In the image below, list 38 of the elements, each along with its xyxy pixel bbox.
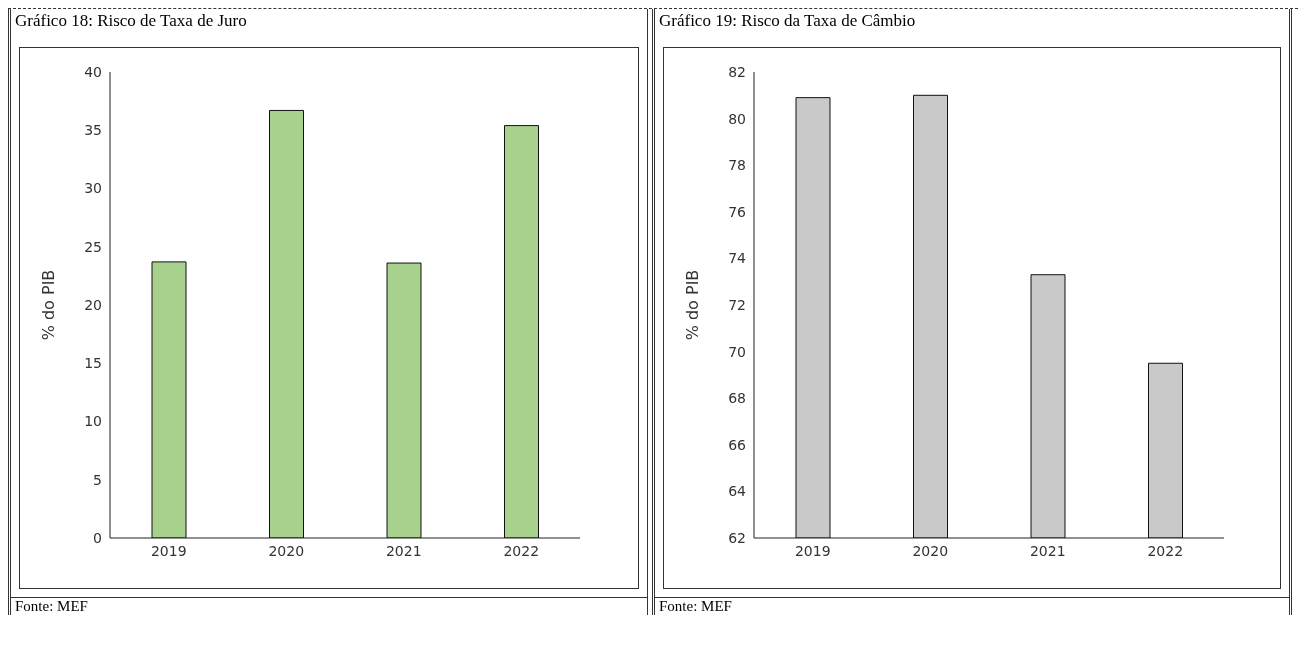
bar <box>504 125 539 538</box>
x-tick-label: 2021 <box>385 542 422 559</box>
y-tick-label: 40 <box>84 63 102 80</box>
bar <box>386 262 422 538</box>
y-tick-label: 80 <box>728 110 746 127</box>
y-axis-title: % do PIB <box>38 269 58 341</box>
x-tick-label: 2022 <box>1147 542 1184 559</box>
y-tick-label: 68 <box>728 390 746 407</box>
y-tick-label: 78 <box>728 157 746 174</box>
bar <box>269 109 304 538</box>
y-tick-label: 30 <box>84 180 102 197</box>
y-tick-label: 76 <box>728 203 747 220</box>
x-tick-label: 2021 <box>1029 542 1066 559</box>
x-tick-label: 2020 <box>912 542 949 559</box>
y-tick-label: 72 <box>728 296 746 313</box>
chart-title: Gráfico 19: Risco da Taxa de Câmbio <box>658 10 917 32</box>
x-tick-label: 2020 <box>268 542 305 559</box>
source-note: Fonte: MEF <box>11 597 647 615</box>
y-tick-label: 66 <box>728 436 747 453</box>
y-tick-label: 5 <box>93 471 102 488</box>
y-tick-label: 0 <box>93 529 102 546</box>
source-note: Fonte: MEF <box>655 597 1289 615</box>
y-tick-label: 74 <box>728 250 747 267</box>
x-tick-label: 2019 <box>150 542 187 559</box>
x-tick-label: 2022 <box>503 542 540 559</box>
y-tick-label: 15 <box>84 355 102 372</box>
y-axis-title: % do PIB <box>682 269 702 341</box>
y-tick-label: 10 <box>84 413 102 430</box>
y-tick-label: 64 <box>728 483 747 500</box>
y-tick-label: 25 <box>84 238 102 255</box>
y-tick-label: 70 <box>728 343 746 360</box>
y-tick-label: 35 <box>84 122 102 139</box>
y-tick-label: 82 <box>728 63 746 80</box>
y-tick-label: 62 <box>728 529 746 546</box>
x-tick-label: 2019 <box>794 542 831 559</box>
y-tick-label: 20 <box>84 296 102 313</box>
bar <box>151 261 187 538</box>
chart-title: Gráfico 18: Risco de Taxa de Juro <box>14 10 248 32</box>
